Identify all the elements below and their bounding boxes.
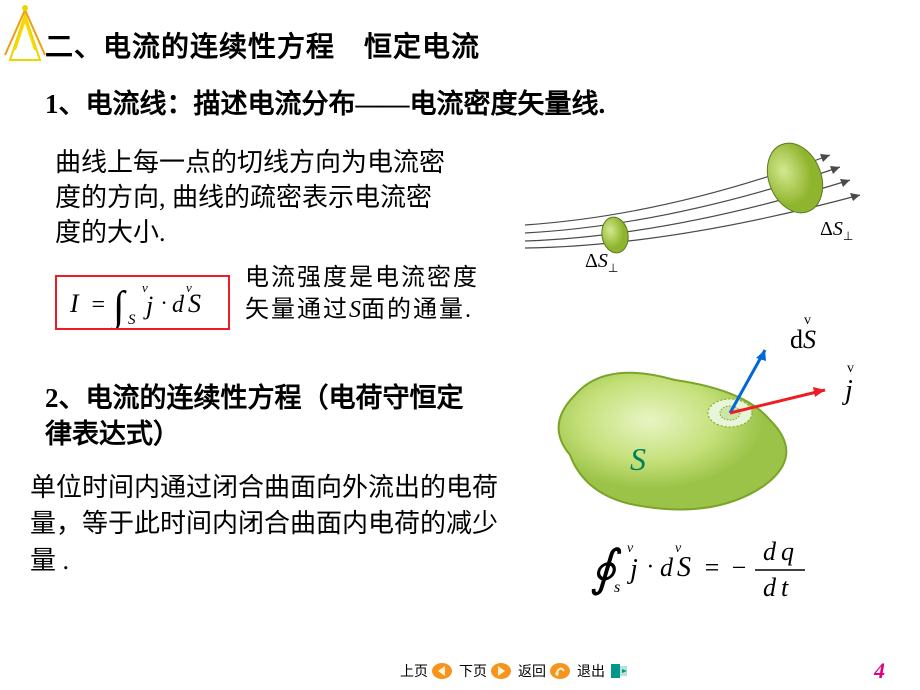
- svg-text:S: S: [677, 552, 691, 583]
- svg-text:j: j: [627, 554, 638, 585]
- svg-text:v: v: [627, 541, 634, 556]
- closed-surface-diagram: S v dS v j: [535, 335, 895, 510]
- section-title: 二、电流的连续性方程 恒定电流: [45, 25, 480, 65]
- flux-explanation: 电流强度是电流密度矢量通过S面的通量.: [245, 262, 495, 327]
- nav-bar: 上页 下页 返回 退出: [400, 660, 630, 682]
- svg-text:s: s: [614, 579, 620, 596]
- next-icon: [490, 660, 512, 682]
- svg-text:v: v: [186, 280, 192, 295]
- exit-label: 退出: [577, 661, 605, 681]
- svg-text:I: I: [69, 289, 80, 318]
- next-label: 下页: [459, 661, 487, 681]
- j-vector-label: v j: [845, 375, 853, 407]
- back-icon: [549, 660, 571, 682]
- svg-text:q: q: [781, 537, 794, 566]
- subsection-1-heading: 1、电流线：描述电流分布——电流密度矢量线.: [45, 82, 605, 121]
- flux-formula: I = ∫ S j v · d S v: [55, 275, 230, 330]
- svg-text:·: ·: [647, 554, 653, 580]
- surface-symbol: S: [349, 297, 361, 323]
- small-cross-section-label: ΔS⊥: [585, 250, 618, 276]
- page-number: 4: [874, 658, 885, 684]
- svg-text:d: d: [763, 573, 777, 602]
- prev-button[interactable]: 上页: [400, 660, 453, 682]
- current-line-description: 曲线上每一点的切线方向为电流密度的方向, 曲线的疏密表示电流密度的大小.: [55, 145, 455, 250]
- subsection-2-heading: 2、电流的连续性方程（电荷守恒定律表达式）: [45, 380, 485, 453]
- svg-text:d: d: [660, 553, 674, 582]
- svg-text:j: j: [143, 291, 153, 320]
- exit-button[interactable]: 退出: [577, 660, 630, 682]
- exit-icon: [608, 660, 630, 682]
- svg-text:∫: ∫: [110, 284, 127, 328]
- svg-text:v: v: [675, 541, 682, 556]
- svg-text:d: d: [763, 537, 777, 566]
- svg-text:=: =: [703, 553, 721, 582]
- current-lines-diagram: ΔS⊥ ΔS⊥: [520, 140, 900, 270]
- prev-label: 上页: [400, 661, 428, 681]
- back-button[interactable]: 返回: [518, 660, 571, 682]
- continuity-equation: ∮ s j v · d S v = − d q d t: [585, 530, 865, 613]
- next-button[interactable]: 下页: [459, 660, 512, 682]
- prev-icon: [431, 660, 453, 682]
- svg-text:v: v: [142, 280, 148, 295]
- back-label: 返回: [518, 661, 546, 681]
- svg-text:S: S: [128, 312, 136, 328]
- ds-vector-label: v dS: [790, 325, 816, 355]
- continuity-description: 单位时间内通过闭合曲面向外流出的电荷量，等于此时间内闭合曲面内电荷的减少量 .: [30, 470, 510, 579]
- svg-text:t: t: [781, 573, 789, 602]
- svg-text:=: =: [90, 292, 106, 318]
- svg-text:d: d: [172, 292, 185, 318]
- large-cross-section-label: ΔS⊥: [820, 218, 853, 244]
- svg-text:−: −: [730, 553, 748, 582]
- svg-text:S: S: [630, 441, 646, 477]
- svg-text:·: ·: [161, 290, 167, 315]
